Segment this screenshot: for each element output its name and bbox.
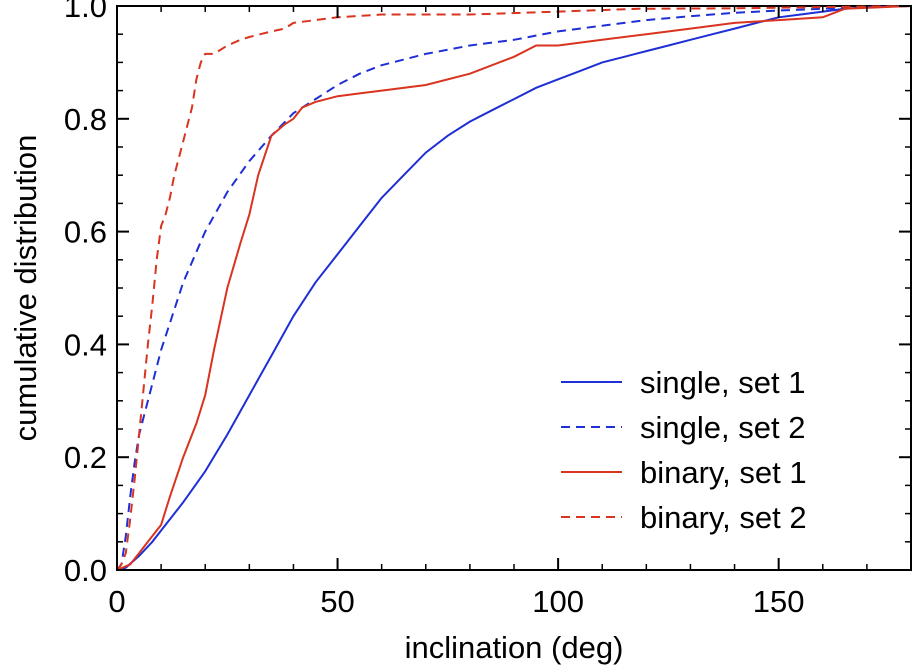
series-line-1 xyxy=(116,5,912,571)
x-tick-label: 100 xyxy=(532,584,584,619)
x-tick-label: 150 xyxy=(753,584,805,619)
series-line-4 xyxy=(116,5,912,571)
x-axis-label: inclination (deg) xyxy=(405,630,624,665)
y-tick-label: 0.6 xyxy=(64,215,107,250)
legend-label-2: single, set 2 xyxy=(640,410,805,445)
y-tick-label: 1.0 xyxy=(64,0,107,24)
x-tick-label: 50 xyxy=(320,584,354,619)
y-axis-label: cumulative distribution xyxy=(8,135,43,442)
x-tick-label: 0 xyxy=(108,584,125,619)
series-layer xyxy=(116,5,912,571)
y-tick-label: 0.0 xyxy=(64,553,107,588)
legend-label-1: single, set 1 xyxy=(640,365,805,400)
y-tick-label: 0.2 xyxy=(64,440,107,475)
legend-label-4: binary, set 2 xyxy=(640,500,807,535)
tick-layer: 0 50 100 150 0.0 0.2 0.4 0.6 0.8 1.0 xyxy=(64,0,911,619)
legend-label-3: binary, set 1 xyxy=(640,455,807,490)
legend: single, set 1 single, set 2 binary, set 1 b… xyxy=(561,365,807,535)
series-line-2 xyxy=(116,5,912,571)
series-line-3 xyxy=(116,5,912,571)
y-tick-label: 0.8 xyxy=(64,102,107,137)
y-tick-label: 0.4 xyxy=(64,327,107,362)
